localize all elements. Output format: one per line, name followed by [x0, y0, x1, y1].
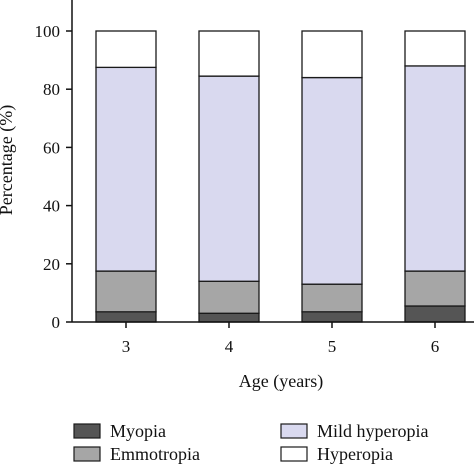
- y-tick-label-60: 60: [43, 138, 60, 157]
- bar-segment-3-hyperopia: [95, 30, 157, 69]
- bar-segment-3-emmotropia: [95, 270, 157, 313]
- x-tick-label-6: 6: [431, 337, 440, 356]
- legend-label-emmotropia: Emmotropia: [110, 444, 200, 464]
- bar-segment-5-mild-hyperopia: [301, 76, 363, 285]
- x-tick-label-3: 3: [122, 337, 131, 356]
- x-axis: 3 4 5 6: [72, 321, 474, 356]
- bar-segment-3-myopia: [95, 311, 157, 323]
- bar-segment-6-mild-hyperopia: [404, 65, 466, 272]
- legend-swatch-myopia: [73, 423, 101, 439]
- x-tick-label-4: 4: [225, 337, 234, 356]
- legend-label-hyperopia: Hyperopia: [317, 444, 393, 464]
- bar-segment-3-mild-hyperopia: [95, 66, 157, 272]
- x-axis-title: Age (years): [239, 371, 323, 392]
- y-axis-title: Percentage (%): [0, 105, 17, 215]
- plot-area: [95, 30, 466, 323]
- bar-segment-5-myopia: [301, 311, 363, 323]
- bar-segment-5-hyperopia: [301, 30, 363, 79]
- y-tick-label-80: 80: [43, 80, 60, 99]
- legend-label-myopia: Myopia: [110, 421, 166, 441]
- bar-segment-5-emmotropia: [301, 283, 363, 313]
- bar-segment-6-emmotropia: [404, 270, 466, 307]
- bar-segment-6-hyperopia: [404, 30, 466, 67]
- bar-segment-4-hyperopia: [198, 30, 260, 77]
- bar-segment-6-myopia: [404, 305, 466, 323]
- legend-swatch-mild-hyperopia: [280, 423, 308, 439]
- legend: Myopia Emmotropia Mild hyperopia Hyperopia: [73, 421, 428, 464]
- y-tick-label-100: 100: [35, 22, 61, 41]
- legend-swatch-hyperopia: [280, 446, 308, 462]
- x-tick-label-5: 5: [328, 337, 337, 356]
- y-axis: 0 20 40 60 80 100: [35, 0, 73, 332]
- legend-label-mild-hyperopia: Mild hyperopia: [317, 421, 428, 441]
- y-tick-label-0: 0: [52, 313, 61, 332]
- y-tick-label-40: 40: [43, 197, 60, 216]
- y-tick-label-20: 20: [43, 255, 60, 274]
- bar-segment-4-mild-hyperopia: [198, 75, 260, 282]
- legend-swatch-emmotropia: [73, 446, 101, 462]
- bar-segment-4-emmotropia: [198, 280, 260, 314]
- bar-segment-4-myopia: [198, 312, 260, 323]
